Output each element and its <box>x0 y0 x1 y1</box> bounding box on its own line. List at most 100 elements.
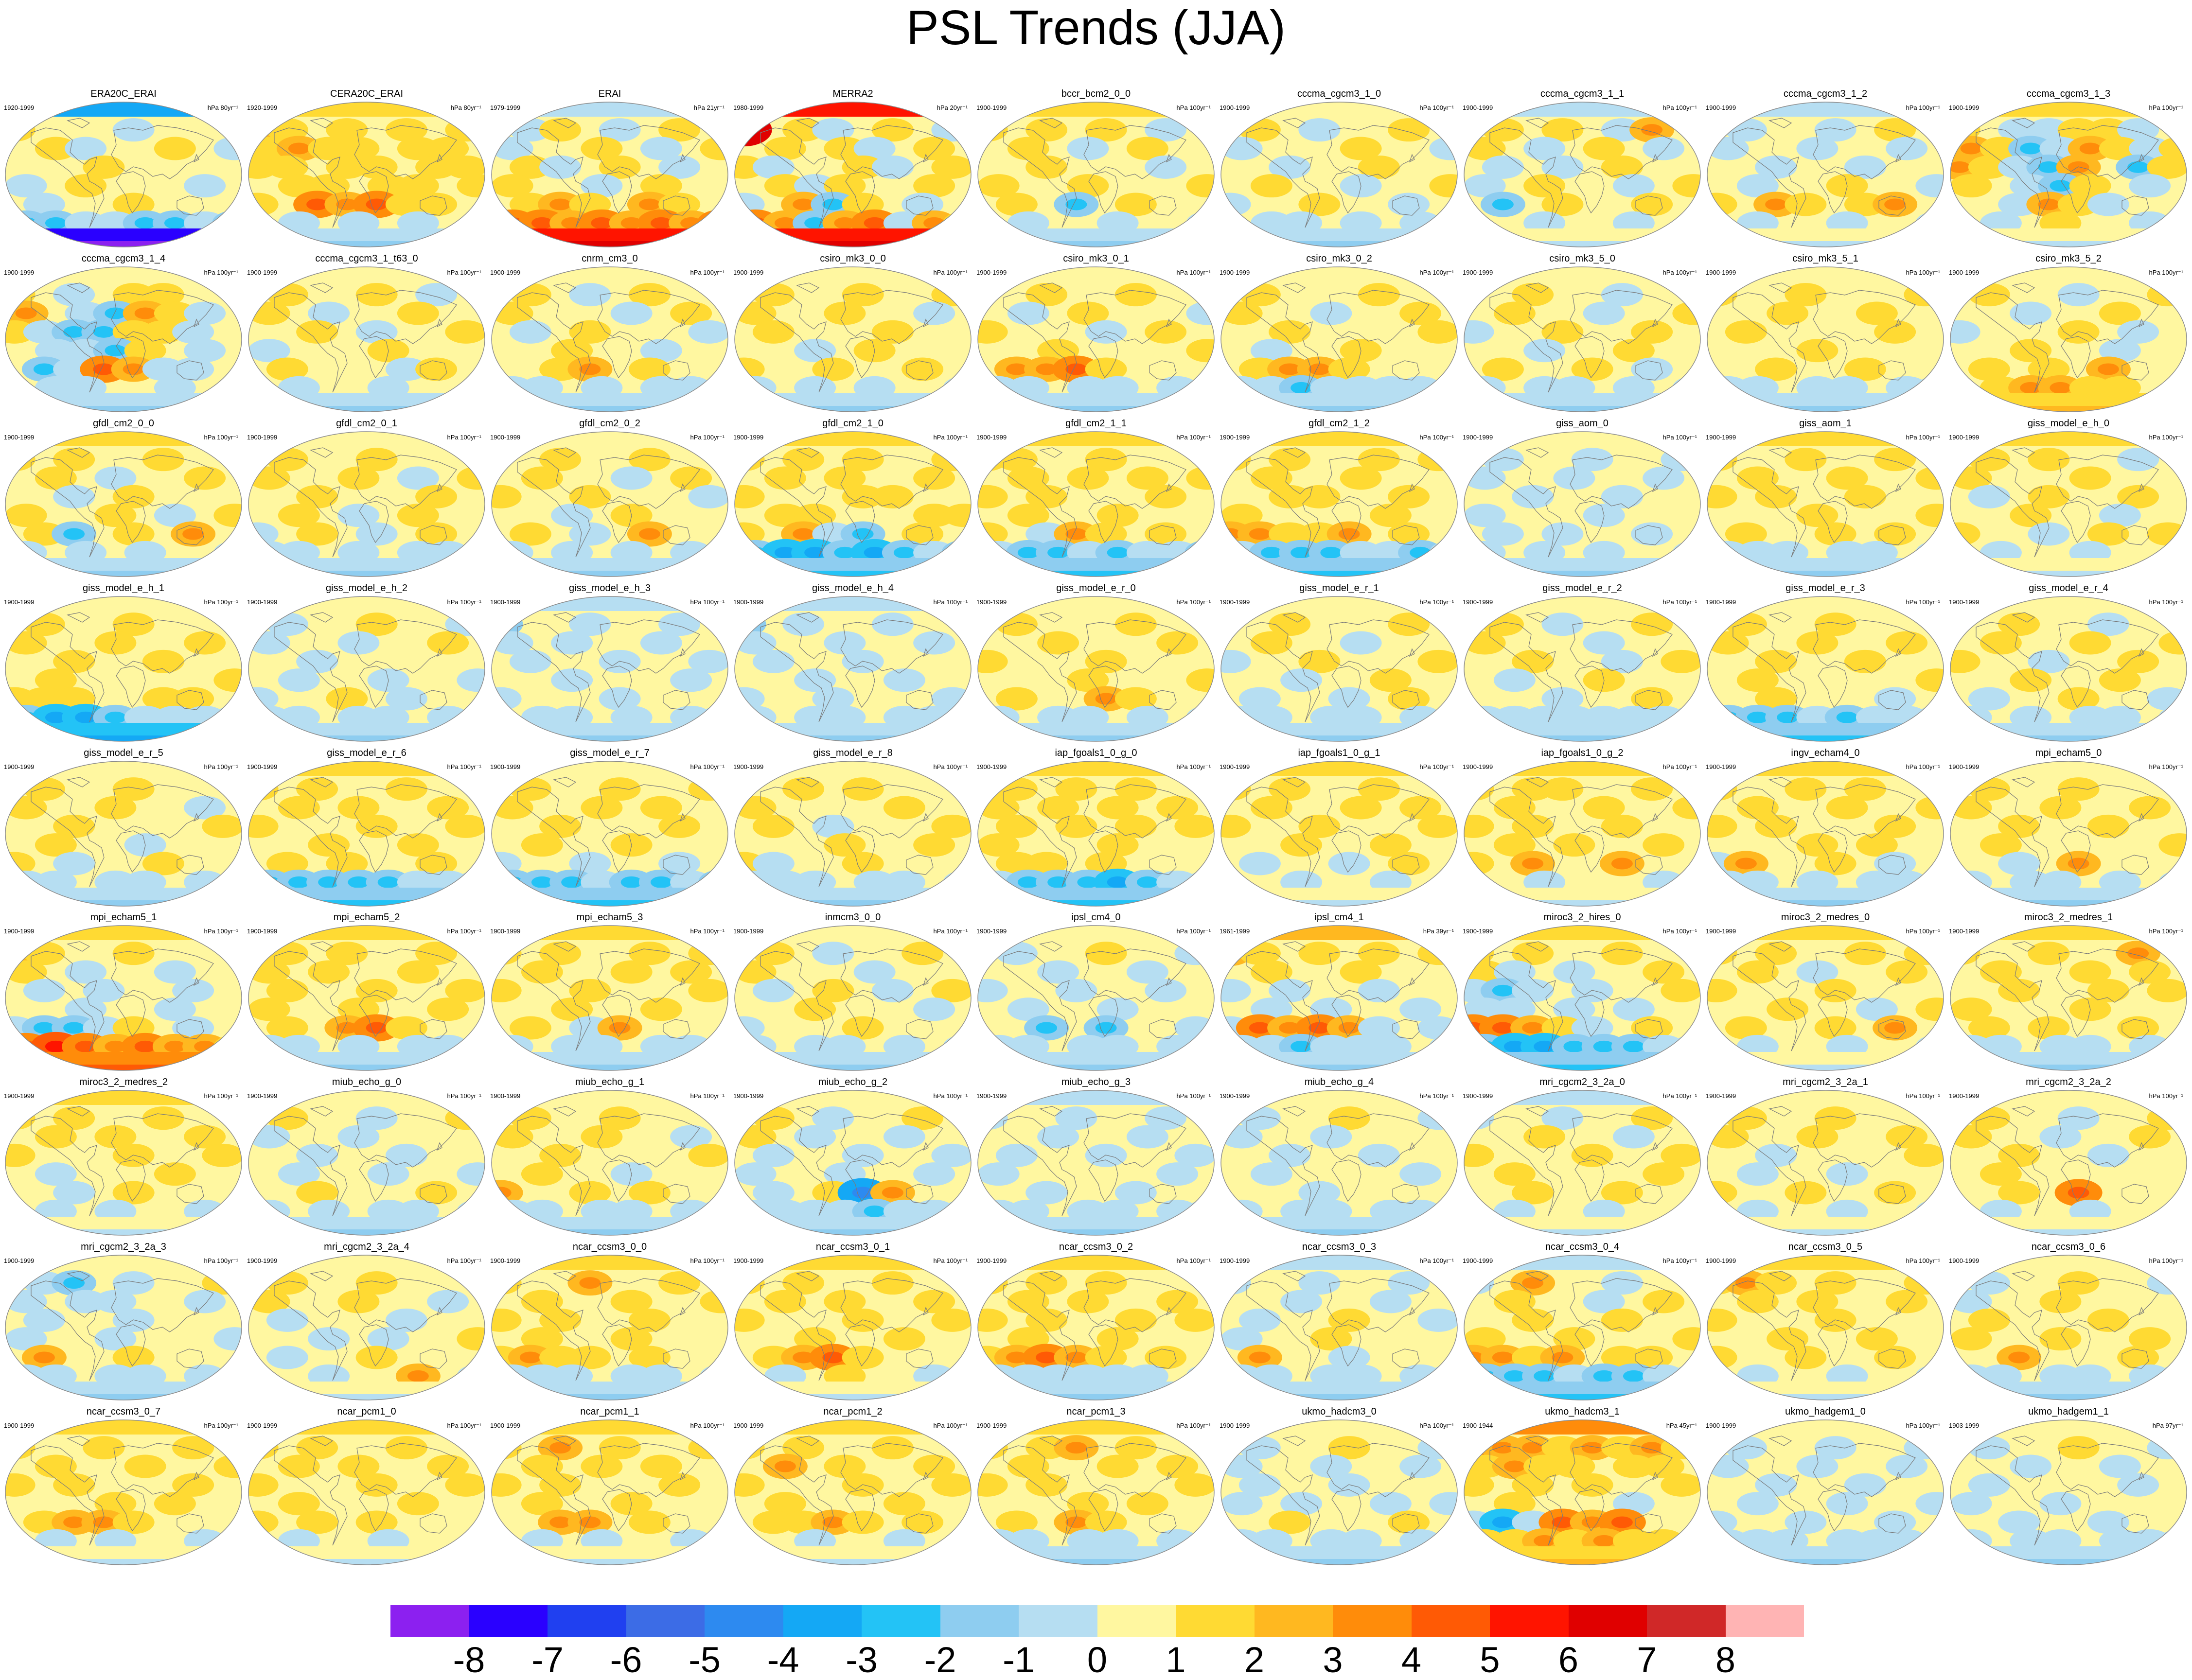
trend-blob <box>1661 979 1700 1003</box>
coastline <box>1574 665 1605 708</box>
trend-map <box>1220 595 1458 742</box>
trend-blob <box>1417 814 1457 838</box>
coastline <box>359 995 389 1037</box>
trend-blob <box>1358 979 1400 1003</box>
map-panel: giss_model_e_r_1 1900-1999 hPa 100yr⁻¹ <box>1218 582 1461 746</box>
coastline <box>177 525 204 545</box>
map-panel: ncar_ccsm3_0_5 1900-1999 hPa 100yr⁻¹ <box>1704 1241 1947 1405</box>
coastline <box>1246 127 1320 228</box>
panel-title: giss_model_e_h_1 <box>83 582 164 594</box>
trend-blob <box>1874 1181 1916 1205</box>
coastline <box>597 784 700 839</box>
trend-blob <box>1968 1309 2010 1332</box>
trend-blob <box>1085 1144 1127 1168</box>
coastline <box>177 1348 204 1369</box>
coastline <box>1409 812 1415 822</box>
trend-blob <box>1998 612 2040 636</box>
map-panel: miroc3_2_hires_0 1900-1999 hPa 100yr⁻¹ <box>1461 911 1704 1075</box>
panel-units: hPa 100yr⁻¹ <box>2149 104 2183 111</box>
panel-period: 1900-1999 <box>733 433 764 441</box>
coastline <box>354 455 457 509</box>
trend-core <box>2068 858 2089 870</box>
trend-blob <box>2147 155 2187 179</box>
trend-blob <box>1328 852 1370 875</box>
trend-blob <box>1755 814 1797 838</box>
trend-blob <box>1493 833 1536 857</box>
trend-core <box>531 217 553 229</box>
colorbar-swatch <box>626 1605 705 1637</box>
trend-blob <box>1796 960 1838 984</box>
panel-units: hPa 100yr⁻¹ <box>1906 928 1940 935</box>
trend-blob <box>1643 833 1685 857</box>
coastline <box>1409 154 1415 163</box>
panel-period: 1900-1999 <box>4 268 35 276</box>
trend-blob <box>266 852 308 875</box>
trend-blob <box>978 320 1008 344</box>
trend-blob <box>688 777 728 801</box>
coastline <box>1083 125 1186 179</box>
map-outline <box>1464 431 1701 577</box>
panel-period: 1900-1999 <box>4 928 35 935</box>
coastline <box>1489 786 1563 887</box>
coastline <box>67 1106 90 1117</box>
coastline <box>1813 1113 1916 1168</box>
trend-blob <box>65 137 107 160</box>
trend-blob <box>688 1436 728 1460</box>
trend-core <box>852 1187 874 1199</box>
trend-blob <box>1814 979 1856 1003</box>
trend-blob <box>337 1290 380 1313</box>
map-outline <box>977 1255 1215 1400</box>
trend-blob <box>1221 503 1263 527</box>
coastline <box>67 447 90 458</box>
panel-period: 1961-1999 <box>1220 928 1250 935</box>
trend-blob <box>1661 649 1700 673</box>
trend-blob <box>539 155 582 179</box>
coastline <box>436 1142 442 1151</box>
coastline <box>116 1324 146 1367</box>
trend-map <box>1220 266 1458 412</box>
trend-blob <box>2129 137 2171 160</box>
trend-blob <box>824 1454 866 1478</box>
map-panel: miub_echo_g_4 1900-1999 hPa 100yr⁻¹ <box>1218 1076 1461 1240</box>
coastline <box>359 171 389 214</box>
trend-blob <box>213 503 242 527</box>
coastline <box>116 830 146 873</box>
trend-blob <box>1968 1016 2010 1040</box>
trend-blob <box>1399 1162 1442 1186</box>
trend-blob <box>871 485 914 508</box>
trend-blob <box>995 814 1038 838</box>
trend-core <box>377 876 399 888</box>
coastline <box>1003 292 1077 393</box>
trend-map <box>1220 102 1458 247</box>
coastline <box>553 1435 577 1446</box>
panel-title: cccma_cgcm3_1_0 <box>1297 88 1381 99</box>
trend-blob <box>1085 357 1127 381</box>
coastline <box>1392 1019 1420 1040</box>
coastline <box>1392 360 1420 381</box>
map-panel: ncar_ccsm3_0_2 1900-1999 hPa 100yr⁻¹ <box>974 1241 1218 1405</box>
trend-blob <box>296 1144 338 1168</box>
trend-blob <box>5 320 35 344</box>
trend-blob <box>154 503 196 527</box>
trend-blob <box>853 137 896 160</box>
panel-period: 1900-1999 <box>1463 104 1493 111</box>
trend-blob <box>94 796 137 820</box>
trend-blob <box>1755 357 1797 381</box>
coastline <box>111 290 214 344</box>
coastline <box>679 318 686 328</box>
trend-blob <box>1785 1181 1827 1205</box>
trend-core <box>63 1516 85 1528</box>
coastline <box>116 501 146 543</box>
coastline <box>922 483 929 492</box>
coastline <box>111 1278 214 1332</box>
coastline <box>111 1443 214 1497</box>
trend-blob <box>2129 1125 2171 1149</box>
panel-period: 1900-1999 <box>733 1092 764 1100</box>
trend-blob <box>2147 1436 2187 1460</box>
coastline <box>1976 1445 2050 1546</box>
coastline <box>1246 292 1320 393</box>
panel-units: hPa 100yr⁻¹ <box>1419 1257 1454 1265</box>
coastline <box>193 483 199 492</box>
trend-core <box>134 307 156 319</box>
trend-blob <box>1221 649 1251 673</box>
